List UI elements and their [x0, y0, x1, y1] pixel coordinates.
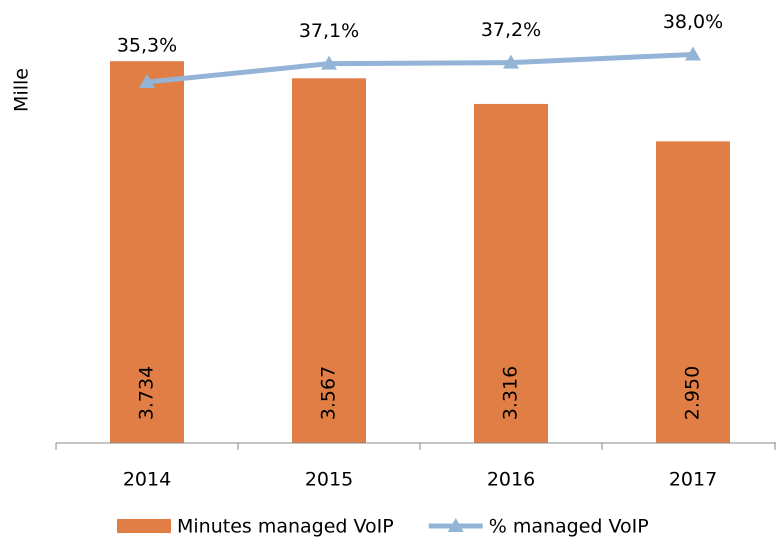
line-series	[146, 51, 694, 85]
x-tick-label: 2014	[123, 469, 171, 491]
line-value-label: 37,1%	[299, 20, 359, 42]
bar	[110, 61, 184, 444]
line-value-label: 38,0%	[663, 11, 723, 33]
line-value-label: 37,2%	[481, 19, 541, 41]
y-axis-label: Mille	[11, 68, 33, 112]
line-marker	[503, 54, 519, 69]
line-marker	[685, 46, 701, 61]
x-tick-label: 2015	[305, 469, 353, 491]
bar	[292, 78, 366, 444]
legend-label: % managed VoIP	[489, 516, 649, 538]
legend-swatch	[117, 519, 171, 533]
x-tick-label: 2016	[487, 469, 535, 491]
bar	[656, 141, 730, 444]
bar-value-label: 2.950	[682, 366, 704, 420]
legend-label: Minutes managed VoIP	[177, 516, 394, 538]
line-marker	[139, 74, 155, 89]
bar-value-label: 3.734	[136, 366, 158, 420]
legend-marker	[447, 518, 464, 532]
line-marker	[321, 55, 337, 70]
x-tick-label: 2017	[669, 469, 717, 491]
bar-value-label: 3.567	[318, 366, 340, 420]
bar	[474, 103, 548, 444]
bar-value-label: 3.316	[500, 366, 522, 420]
line-value-label: 35,3%	[117, 35, 177, 57]
